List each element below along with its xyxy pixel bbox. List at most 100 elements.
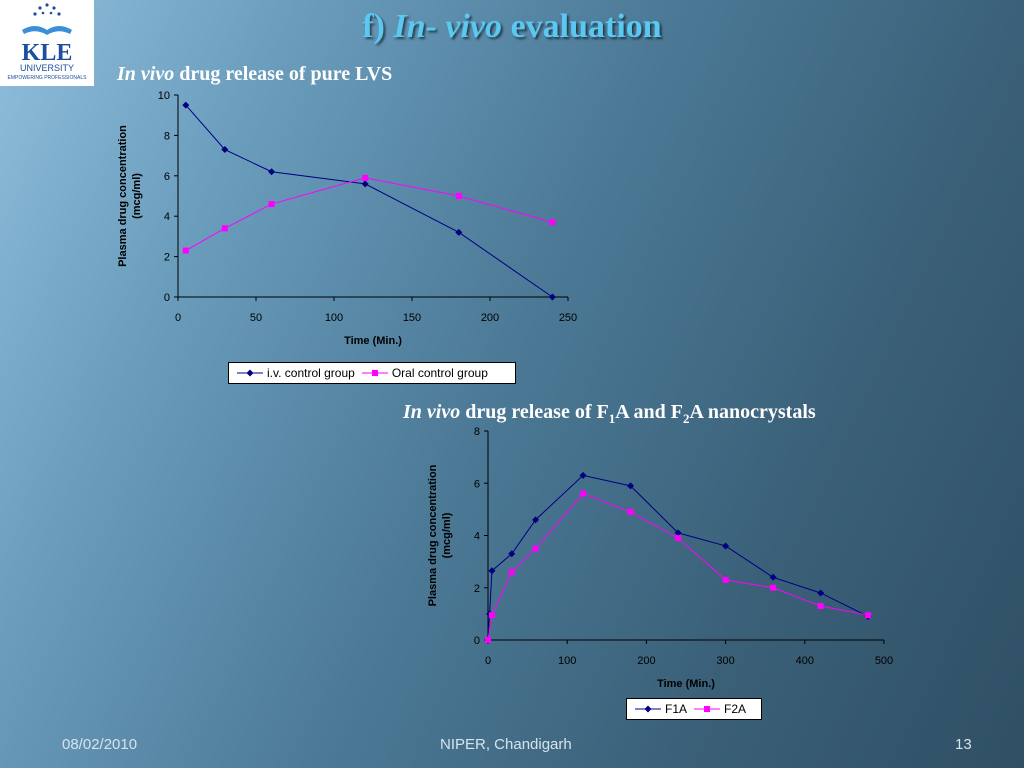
- chart2-series-1-point: [532, 545, 539, 552]
- chart2-series-1-point: [865, 612, 872, 619]
- slide-title: f) In- vivo evaluation: [0, 8, 1024, 46]
- chart2-x-tick-label: 400: [796, 655, 814, 667]
- chart1-y-tick-label: 2: [164, 252, 170, 264]
- chart2-series-0-point: [627, 482, 635, 490]
- stars-icon: [33, 3, 61, 16]
- chart1-legend-item: Oral control group: [361, 366, 488, 380]
- chart1-x-tick-label: 250: [559, 312, 577, 324]
- title-italic: In- vivo: [393, 8, 503, 45]
- chart1-series-0-line: [185, 104, 553, 298]
- chart1-series-0-point: [548, 293, 556, 301]
- chart1-series-0-point: [361, 180, 369, 188]
- chart1-legend-swatch: [237, 369, 263, 377]
- chart2-heading-s1: 1: [608, 411, 616, 426]
- chart2-x-tick-label: 100: [558, 655, 576, 667]
- chart2-legend-item: F1A: [634, 702, 687, 716]
- title-suffix: evaluation: [502, 8, 662, 45]
- chart2-x-tick-label: 200: [637, 655, 655, 667]
- chart2-heading-italic: In vivo: [403, 401, 461, 423]
- chart1-series-0-point: [455, 228, 463, 236]
- chart2-y-tick-label: 4: [474, 531, 480, 543]
- chart2-heading-s2: 2: [683, 411, 690, 426]
- chart1-x-axis-label: Time (Min.): [344, 335, 402, 347]
- chart1-series-1-point: [455, 193, 462, 199]
- chart2-heading-p1: drug release of F: [460, 401, 609, 423]
- chart2-x-tick-label: 0: [485, 655, 491, 667]
- footer-page-number: 13: [955, 736, 972, 753]
- chart2-y-tick-label: 8: [474, 426, 480, 438]
- chart2-x-tick-label: 300: [716, 655, 734, 667]
- chart1-legend-label: Oral control group: [391, 366, 488, 380]
- chart2-legend: F1A F2A: [626, 698, 762, 720]
- chart1-y-tick-label: 0: [164, 292, 170, 304]
- chart1-y-tick-label: 10: [158, 90, 170, 102]
- chart1-legend-swatch-marker: [246, 369, 254, 377]
- chart1-x-tick-label: 200: [481, 312, 499, 324]
- chart2-legend-swatch-marker: [644, 705, 652, 713]
- footer-center: NIPER, Chandigarh: [440, 736, 572, 753]
- chart1-series-1-point: [362, 174, 369, 181]
- chart2-legend-item: F2A: [693, 702, 746, 716]
- chart1-y-tick-label: 6: [164, 171, 170, 183]
- logo-line1: UNIVERSITY: [20, 63, 74, 73]
- chart1-x-tick-label: 0: [175, 312, 181, 324]
- chart1-series-0-point: [221, 146, 229, 154]
- chart1-series-0-point: [268, 168, 276, 176]
- chart2-y-axis-label: Plasma drug concentration: [427, 464, 439, 606]
- chart2-legend-swatch-marker: [704, 706, 711, 712]
- chart2-series-0-point: [817, 589, 825, 597]
- chart1-y-tick-label: 8: [164, 130, 170, 142]
- chart2-legend-swatch: [694, 706, 721, 712]
- chart2-legend-swatch: [635, 705, 661, 713]
- chart2-series-0-point: [722, 542, 730, 550]
- chart1-series-1-point: [268, 201, 275, 208]
- chart2-heading-p3: A nanocrystals: [689, 401, 816, 423]
- chart2-y-axis-unit: (mcg/ml): [441, 512, 453, 558]
- chart2-legend-label: F1A: [665, 702, 688, 716]
- chart1-legend-item: i.v. control group: [236, 366, 355, 380]
- chart2-series-0-point: [579, 471, 587, 479]
- chart1-series-1-line: [185, 177, 553, 251]
- chart2-y-tick-label: 2: [474, 583, 480, 595]
- chart2-heading-p2: A and F: [615, 401, 684, 423]
- chart1-y-tick-label: 4: [164, 211, 170, 223]
- title-prefix: f): [362, 8, 394, 45]
- chart2-series-1-point: [675, 535, 682, 542]
- chart2-series-1-line: [487, 493, 869, 641]
- chart2-series-1-point: [627, 508, 634, 515]
- hands-icon: [22, 26, 72, 35]
- chart1-series-0-point: [182, 101, 190, 109]
- chart2-y-tick-label: 0: [474, 635, 480, 647]
- chart2-series-0-point: [508, 550, 516, 558]
- chart2-x-tick-label: 500: [875, 655, 893, 667]
- chart2-series-0-point: [488, 567, 496, 575]
- footer-date: 08/02/2010: [62, 736, 138, 753]
- chart2-series-0-line: [487, 474, 869, 641]
- chart2-legend-label: F2A: [724, 702, 747, 716]
- chart2-series-0-point: [532, 516, 540, 524]
- chart2-series-1-point: [485, 637, 491, 643]
- chart2-series-1-point: [508, 569, 515, 576]
- chart1-heading-italic: In vivo: [117, 63, 175, 85]
- chart1-legend-swatch: [361, 370, 388, 376]
- chart-nanocrystals: 0 2 4 6 8 0 100 200 300 400 500 Time (Min.) Plasma d…: [427, 426, 893, 690]
- chart1-x-tick-label: 50: [250, 312, 262, 324]
- chart1-heading: In vivo drug release of pure LVS: [117, 63, 392, 86]
- chart2-x-axis-label: Time (Min.): [657, 678, 715, 690]
- university-logo: KLE UNIVERSITY EMPOWERING PROFESSIONALS: [0, 0, 94, 86]
- chart1-legend-swatch-marker: [371, 370, 378, 376]
- chart1-x-tick-label: 100: [325, 312, 343, 324]
- chart2-heading: In vivo drug release of F1A and F2A nano…: [403, 401, 816, 427]
- chart1-heading-text: drug release of pure LVS: [174, 63, 393, 85]
- chart2-series-1-point: [488, 612, 495, 619]
- chart2-series-1-point: [817, 603, 824, 610]
- chart1-legend-label: i.v. control group: [267, 366, 355, 380]
- chart1-legend: i.v. control group Oral control group: [228, 362, 516, 384]
- chart1-series-1-point: [221, 225, 228, 232]
- logo-line2: EMPOWERING PROFESSIONALS: [8, 75, 88, 81]
- chart2-series-1-point: [580, 490, 587, 497]
- chart1-series-1-point: [182, 247, 189, 254]
- chart2-y-tick-label: 6: [474, 478, 480, 490]
- chart2-series-0-point: [769, 573, 777, 581]
